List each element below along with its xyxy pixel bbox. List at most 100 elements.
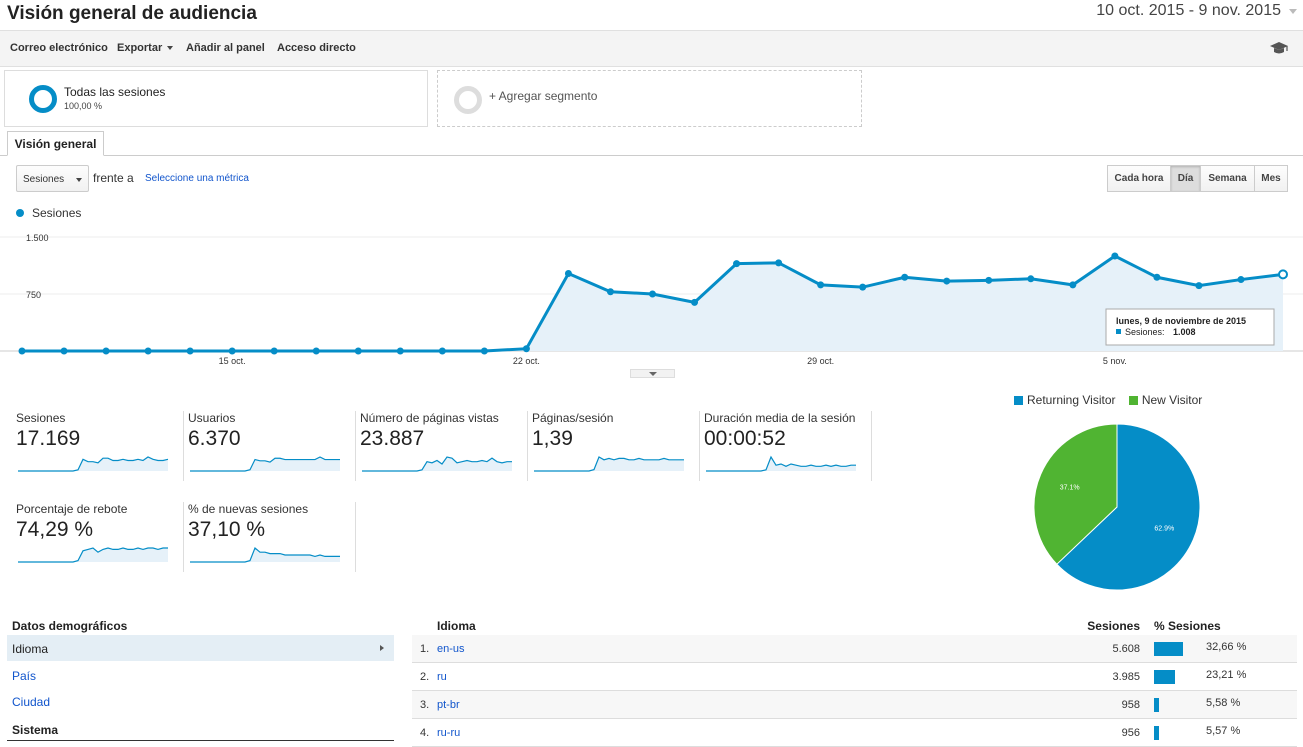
- data-point[interactable]: [691, 298, 699, 306]
- data-point[interactable]: [60, 347, 68, 355]
- session-share-bar: [1154, 726, 1159, 740]
- select-metric-link[interactable]: Seleccione una métrica: [145, 173, 249, 184]
- date-range-label: 10 oct. 2015 - 9 nov. 2015: [1096, 2, 1281, 19]
- pie-slice[interactable]: [1056, 423, 1201, 591]
- table-row: 4. ru-ru 956 5,57 %: [412, 719, 1297, 747]
- data-point[interactable]: [438, 347, 446, 355]
- shortcut-button[interactable]: Acceso directo: [277, 42, 356, 54]
- sparkline: [190, 456, 340, 472]
- visitor-type-pie-chart[interactable]: 62.9% 37.1%: [1020, 415, 1220, 605]
- scorecard[interactable]: Usuarios 6.370: [188, 411, 356, 481]
- language-link[interactable]: ru-ru: [437, 727, 461, 739]
- chart-expand-handle[interactable]: [630, 369, 675, 378]
- data-point[interactable]: [1027, 275, 1035, 283]
- export-button[interactable]: Exportar: [117, 42, 174, 54]
- chevron-down-icon: [76, 178, 82, 182]
- data-point[interactable]: [606, 288, 614, 296]
- language-link[interactable]: pt-br: [437, 699, 460, 711]
- granularity-week-button[interactable]: Semana: [1200, 165, 1255, 192]
- data-point[interactable]: [901, 273, 909, 281]
- data-point[interactable]: [775, 259, 783, 267]
- sparkline: [706, 455, 856, 472]
- data-point-highlight[interactable]: [1278, 269, 1288, 280]
- pie-slice[interactable]: [1033, 423, 1118, 565]
- graduation-cap-icon[interactable]: [1269, 40, 1289, 56]
- sessions-value: 3.985: [1112, 671, 1140, 683]
- scorecard-label: Sesiones: [16, 411, 66, 425]
- granularity-hour-button[interactable]: Cada hora: [1107, 165, 1171, 192]
- data-point[interactable]: [396, 347, 404, 355]
- add-to-dashboard-button[interactable]: Añadir al panel: [186, 42, 265, 54]
- session-share-pct: 5,57 %: [1206, 725, 1241, 737]
- granularity-month-button[interactable]: Mes: [1254, 165, 1288, 192]
- scorecard[interactable]: Porcentaje de rebote 74,29 %: [16, 502, 184, 572]
- x-tick-label: 22 oct.: [513, 356, 540, 366]
- data-point[interactable]: [1069, 281, 1077, 289]
- tab-overview[interactable]: Visión general: [7, 131, 104, 156]
- data-point[interactable]: [1237, 276, 1245, 284]
- column-header-session-pct[interactable]: % Sesiones: [1154, 619, 1221, 633]
- data-point[interactable]: [312, 347, 320, 355]
- scorecard-label: Número de páginas vistas: [360, 411, 499, 425]
- data-point[interactable]: [985, 276, 993, 284]
- scorecard[interactable]: Número de páginas vistas 23.887: [360, 411, 528, 481]
- column-header-sessions[interactable]: Sesiones: [1087, 619, 1140, 633]
- data-point[interactable]: [564, 269, 572, 277]
- data-point[interactable]: [817, 281, 825, 289]
- language-link[interactable]: en-us: [437, 643, 465, 655]
- scorecard[interactable]: Páginas/sesión 1,39: [532, 411, 700, 481]
- data-point[interactable]: [1111, 252, 1119, 260]
- data-point[interactable]: [18, 347, 26, 355]
- data-point[interactable]: [102, 347, 110, 355]
- data-point[interactable]: [228, 347, 236, 355]
- report-toolbar: Correo electrónico Exportar Añadir al pa…: [0, 30, 1303, 67]
- data-point[interactable]: [270, 347, 278, 355]
- data-point[interactable]: [859, 283, 867, 291]
- scorecard-value: 6.370: [188, 427, 241, 450]
- sessions-line-chart[interactable]: 1.500 750 15 oct. 22 oct. 29 oct. 5 nov. lune…: [0, 225, 1303, 370]
- scorecard-label: Duración media de la sesión: [704, 411, 856, 425]
- sessions-value: 958: [1121, 699, 1140, 711]
- data-point[interactable]: [1153, 273, 1161, 281]
- data-point[interactable]: [522, 345, 530, 353]
- tooltip-swatch: [1116, 329, 1121, 334]
- row-number: 1.: [420, 643, 430, 655]
- chart-labels: 1.500 750 15 oct. 22 oct. 29 oct. 5 nov.: [26, 233, 1127, 366]
- sparkline: [18, 456, 169, 472]
- scorecard[interactable]: % de nuevas sesiones 37,10 %: [188, 502, 356, 572]
- granularity-day-button[interactable]: Día: [1170, 165, 1201, 192]
- column-header-language[interactable]: Idioma: [437, 619, 476, 633]
- chart-tooltip: lunes, 9 de noviembre de 2015 Sesiones: …: [1105, 308, 1275, 346]
- segment-all-sessions[interactable]: Todas las sesiones 100,00 %: [4, 70, 428, 127]
- add-segment-button[interactable]: + Agregar segmento: [437, 70, 862, 127]
- email-button[interactable]: Correo electrónico: [10, 42, 108, 54]
- language-link[interactable]: ru: [437, 671, 447, 683]
- data-point[interactable]: [144, 347, 152, 355]
- scorecard-value: 1,39: [532, 427, 573, 450]
- data-point[interactable]: [649, 290, 656, 298]
- scorecard[interactable]: Duración media de la sesión 00:00:52: [704, 411, 872, 481]
- data-point[interactable]: [733, 260, 741, 268]
- data-point[interactable]: [943, 277, 951, 285]
- metric-select[interactable]: Sesiones: [16, 165, 89, 192]
- scorecard-label: Usuarios: [188, 411, 236, 425]
- tab-divider: [0, 155, 1303, 156]
- data-point[interactable]: [480, 347, 488, 355]
- sessions-value: 5.608: [1112, 643, 1140, 655]
- session-share-bar: [1154, 642, 1183, 656]
- x-tick-label: 5 nov.: [1103, 356, 1127, 366]
- demographics-item-city[interactable]: Ciudad: [12, 695, 51, 709]
- data-point[interactable]: [186, 347, 194, 355]
- demographics-item-country[interactable]: País: [12, 669, 37, 683]
- session-share-pct: 32,66 %: [1206, 641, 1247, 653]
- row-number: 2.: [420, 671, 430, 683]
- scorecard-value: 00:00:52: [704, 427, 786, 450]
- scorecard[interactable]: Sesiones 17.169: [16, 411, 184, 481]
- scorecard-value: 23.887: [360, 427, 425, 450]
- add-segment-label: + Agregar segmento: [489, 89, 598, 103]
- x-tick-label: 29 oct.: [807, 356, 834, 366]
- date-range-picker[interactable]: 10 oct. 2015 - 9 nov. 2015: [1092, 0, 1297, 22]
- demographics-item-language[interactable]: Idioma: [7, 635, 394, 661]
- data-point[interactable]: [354, 347, 362, 355]
- data-point[interactable]: [1195, 282, 1203, 290]
